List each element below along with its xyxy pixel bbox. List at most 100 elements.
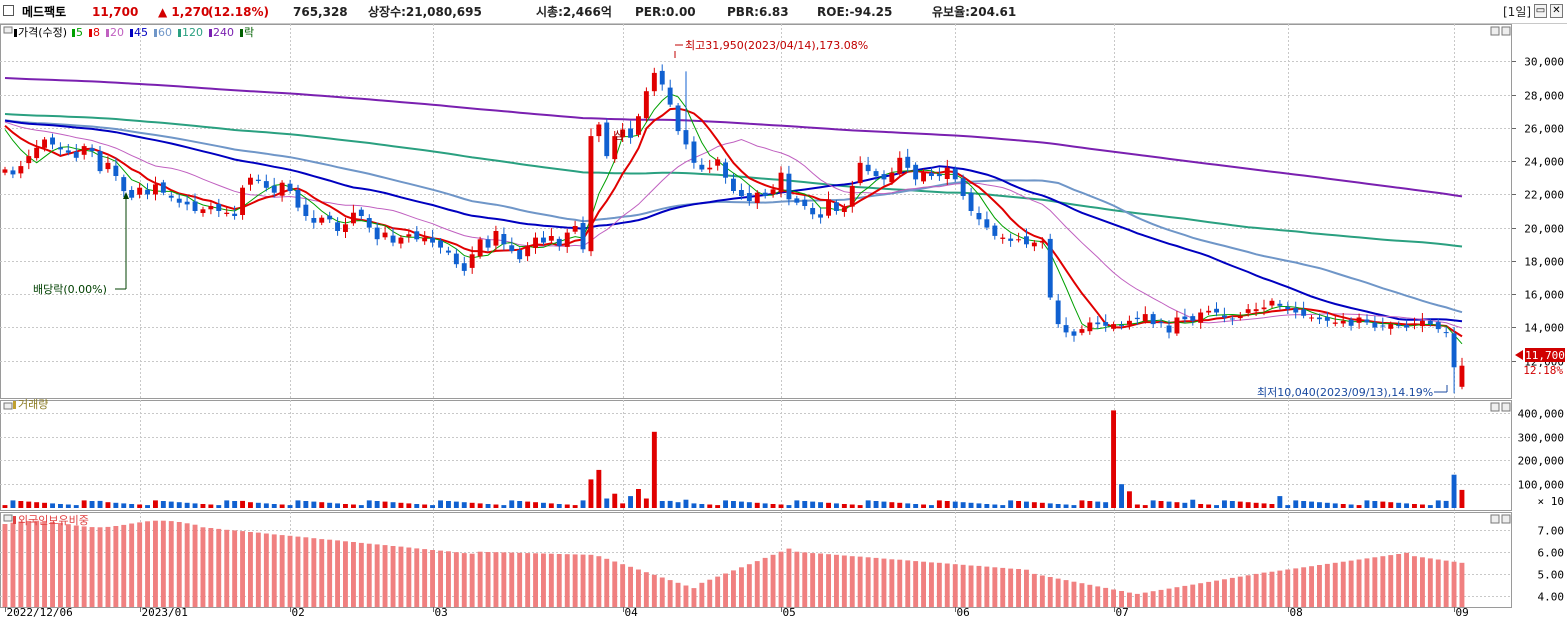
current-price: 11,700 — [92, 5, 139, 19]
volume-bar — [271, 504, 277, 508]
foreign-ratio-bar — [707, 579, 713, 607]
candle-body — [461, 263, 467, 271]
foreign-ratio-bar — [430, 550, 435, 607]
foreign-ratio-bar — [200, 527, 206, 607]
foreign-ratio-bar — [81, 526, 87, 607]
foreign-ratio-bar — [984, 566, 990, 607]
foreign-ratio-bar — [1206, 581, 1212, 607]
volume-bar — [1071, 505, 1077, 508]
volume-bar — [493, 504, 499, 508]
candle-body — [794, 198, 800, 203]
volume-bar — [841, 504, 847, 508]
candle-body — [1253, 309, 1259, 312]
foreign-ratio-bar — [366, 543, 372, 607]
foreign-ratio-bar — [1277, 570, 1283, 607]
volume-bar — [477, 503, 483, 508]
volume-bar — [208, 504, 214, 508]
candle-body — [1000, 237, 1006, 239]
candle-body — [1198, 312, 1204, 323]
volume-bar — [390, 502, 396, 508]
foreign-ratio-bar — [1214, 580, 1219, 607]
price-tick-label: 30,000 — [1524, 56, 1564, 69]
foreign-ratio-bar — [834, 554, 839, 607]
high-annotation: 최고31,950(2023/04/14),173.08% — [674, 39, 868, 58]
foreign-ratio-bar — [1356, 559, 1362, 607]
panel-controls[interactable] — [3, 26, 1511, 524]
volume-bar — [1245, 502, 1251, 508]
volume-bar — [287, 505, 293, 508]
candle-body — [374, 227, 380, 240]
volume-bar — [794, 500, 800, 508]
candle-body — [1182, 316, 1188, 320]
foreign-ratio-bar — [65, 524, 71, 607]
foreign-ratio-bar — [1198, 583, 1204, 607]
candle-body — [1229, 318, 1235, 320]
foreign-ratio-bar — [485, 552, 491, 607]
foreign-ratio-bar — [168, 521, 174, 607]
volume-bar — [398, 502, 404, 508]
volume-bar — [295, 500, 301, 508]
volume-bar — [1214, 505, 1219, 508]
foreign-ratio-bar — [446, 551, 451, 607]
volume-bar — [667, 500, 673, 508]
price-tick-label: 16,000 — [1524, 289, 1564, 302]
panel-minimize-icon — [1490, 26, 1500, 36]
candle-body — [390, 235, 396, 243]
candle-body — [224, 212, 230, 214]
reserve-ratio: 유보율:204.61 — [932, 5, 1017, 19]
period-selector[interactable]: [1일] — [1503, 5, 1532, 19]
volume-bar — [659, 501, 665, 508]
candle-body — [1293, 308, 1299, 313]
close-button[interactable]: ✕ — [1550, 4, 1563, 18]
foreign-ratio-bar — [889, 559, 895, 607]
foreign-ratio-bar — [1158, 589, 1164, 607]
foreign-ratio-bar — [1142, 592, 1148, 607]
ma-20-line — [4, 121, 1463, 329]
candle-body — [216, 204, 222, 211]
dividend-annotation: 배당락(0.00%) — [33, 192, 129, 296]
candle-body — [1142, 314, 1148, 322]
foreign-ratio-bar — [406, 547, 412, 607]
candle-body — [18, 166, 24, 174]
foreign-ratio-bar — [224, 529, 230, 607]
candle-body — [430, 237, 435, 243]
volume-bar — [1237, 501, 1243, 508]
candle-body — [1158, 322, 1164, 324]
candle-body — [778, 172, 784, 193]
volume-bar — [89, 501, 95, 508]
candle-body — [453, 253, 459, 265]
foreign-ratio-bar — [572, 554, 578, 607]
candle-body — [651, 72, 657, 92]
volume-bar — [319, 502, 325, 508]
foreign-ratio-bar — [739, 567, 744, 607]
foreign-ratio-bar — [699, 582, 705, 607]
candle-body — [667, 87, 673, 105]
select-checkbox[interactable] — [3, 5, 14, 16]
candle-body — [739, 190, 744, 196]
foreign-ratio-bar — [509, 552, 515, 607]
candle-body — [287, 183, 293, 191]
volume-bar — [216, 505, 222, 508]
foreign-ratio-bar — [1388, 555, 1394, 607]
foreign-ratio-bar — [976, 565, 982, 607]
foreign-ratio-bar — [620, 564, 626, 607]
volume-bar — [921, 504, 926, 508]
minimize-button[interactable]: ▭ — [1534, 4, 1547, 18]
volume-bar — [382, 501, 388, 508]
candle-body — [1245, 309, 1251, 313]
foreign-tick-label: 6.00 — [1538, 547, 1565, 560]
candle-body — [675, 105, 681, 132]
chart-canvas[interactable]: 30,000 28,000 26,000 24,000 22,000 20,000 18,0… — [0, 24, 1567, 630]
ma-240-line — [4, 77, 1463, 198]
volume-tick-label: 100,000 — [1518, 479, 1564, 492]
candle-body — [1150, 314, 1156, 325]
candle-body — [525, 245, 531, 257]
candle-body — [446, 250, 451, 253]
price-tick-label: 24,000 — [1524, 156, 1564, 169]
candle-body — [81, 146, 87, 155]
foreign-ratio-bar — [929, 562, 934, 607]
foreign-ratio-bar — [1404, 552, 1409, 607]
foreign-ratio-bar — [525, 553, 531, 607]
candle-body — [1237, 315, 1243, 319]
volume-bar — [936, 500, 942, 508]
